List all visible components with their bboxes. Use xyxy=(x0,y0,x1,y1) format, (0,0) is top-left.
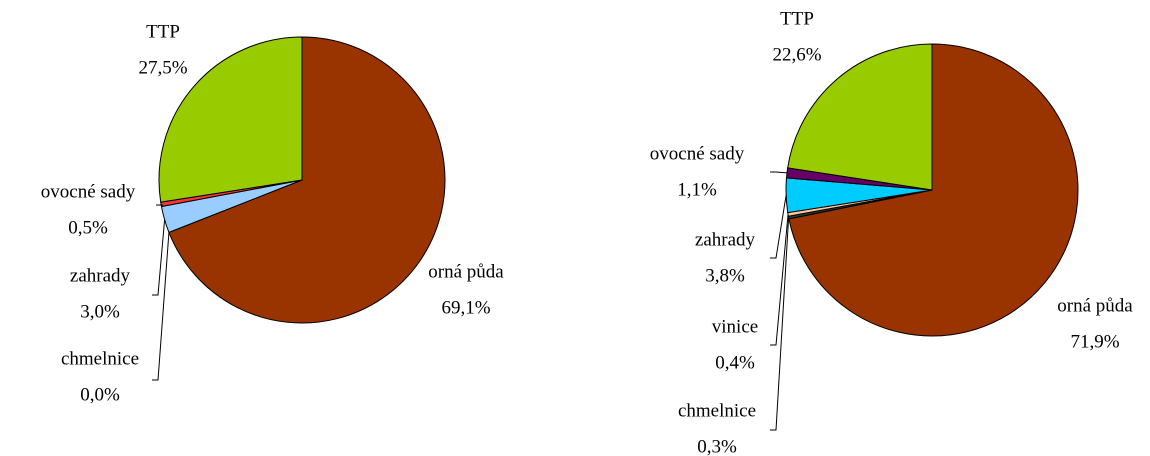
slice-label: zahrady xyxy=(70,265,131,286)
slice-label: vinice xyxy=(712,316,758,337)
leader-line xyxy=(152,219,166,296)
slice-label: TTP xyxy=(146,21,180,42)
value-label: 0,3% xyxy=(697,436,737,456)
slice-label: ovocné sady xyxy=(41,181,136,202)
slice-label: TTP xyxy=(780,8,814,29)
value-label: 3,0% xyxy=(80,301,120,322)
slice-label: chmelnice xyxy=(61,348,139,369)
slice-label: orná půda xyxy=(1057,295,1133,316)
value-label: 22,6% xyxy=(772,44,821,65)
pie-slice xyxy=(788,43,1079,337)
leader-line xyxy=(152,232,170,381)
slice-label: chmelnice xyxy=(678,400,756,421)
leader-line xyxy=(770,214,789,346)
value-label: 27,5% xyxy=(138,57,187,78)
pie-slice xyxy=(168,36,446,324)
leader-line xyxy=(770,217,790,431)
value-label: 3,8% xyxy=(705,265,745,286)
leader-line xyxy=(770,171,788,174)
pie-slice xyxy=(158,36,303,203)
value-label: 0,4% xyxy=(715,352,755,373)
leader-line xyxy=(156,203,164,206)
slice-label: orná půda xyxy=(428,261,504,282)
value-label: 1,1% xyxy=(677,179,717,200)
slice-label: ovocné sady xyxy=(650,143,745,164)
value-label: 0,0% xyxy=(80,384,120,405)
leader-line xyxy=(770,195,787,259)
value-label: 69,1% xyxy=(441,297,490,318)
slice-label: zahrady xyxy=(695,229,756,250)
pie-slice xyxy=(787,43,933,191)
value-label: 0,5% xyxy=(68,217,108,238)
value-label: 71,9% xyxy=(1070,331,1119,352)
